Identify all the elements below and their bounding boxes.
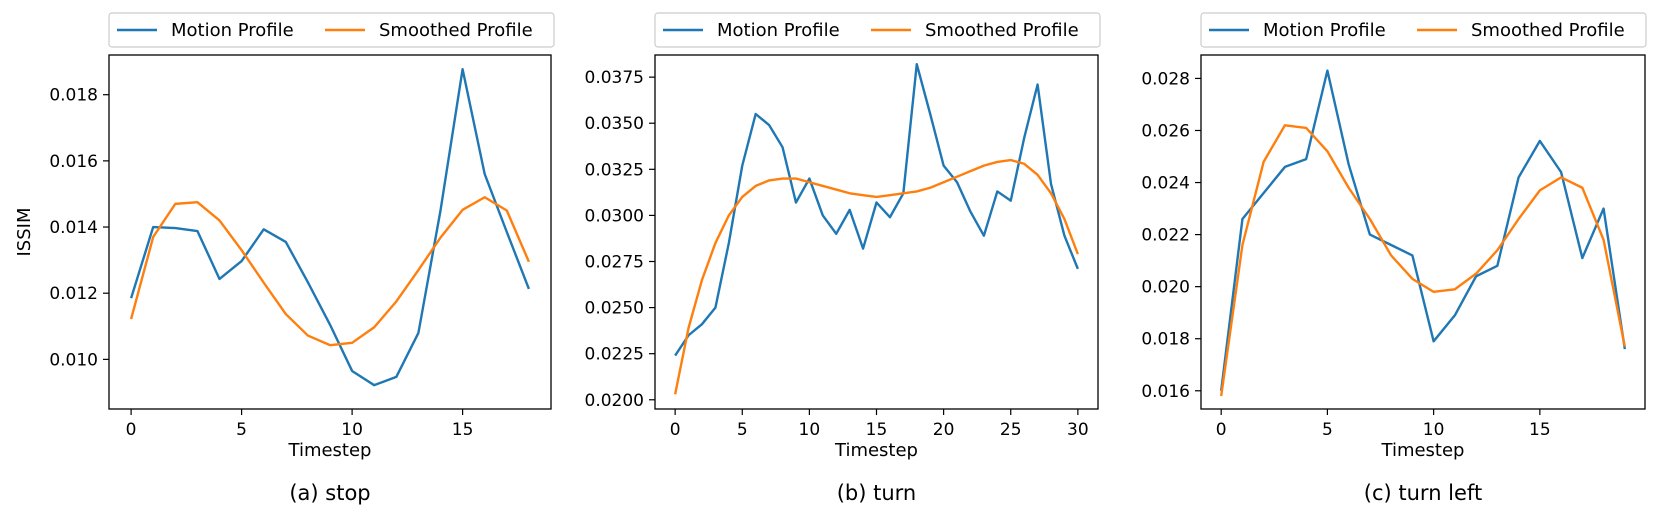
legend-label-smoothed-profile: Smoothed Profile xyxy=(379,20,533,41)
x-tick-label: 20 xyxy=(933,420,955,440)
series-line-motion-profile xyxy=(129,68,531,387)
legend-label-motion-profile: Motion Profile xyxy=(717,20,840,41)
legend: Motion Profile Smoothed Profile xyxy=(1200,12,1647,48)
x-tick-label: 15 xyxy=(1529,420,1551,440)
y-tick-label: 0.0300 xyxy=(585,206,644,226)
y-tick-label: 0.0250 xyxy=(585,299,644,319)
x-tick-label: 5 xyxy=(1322,420,1333,440)
x-tick-label: 5 xyxy=(236,420,247,440)
x-tick-label: 10 xyxy=(341,420,363,440)
y-tick-label: 0.016 xyxy=(49,152,98,172)
axes-frame xyxy=(1200,54,1646,410)
x-tick-label: 25 xyxy=(1000,420,1022,440)
x-tick-label: 15 xyxy=(866,420,888,440)
x-tick-label: 30 xyxy=(1067,420,1089,440)
legend: Motion Profile Smoothed Profile xyxy=(654,12,1101,48)
x-axis-title: Timestep xyxy=(288,440,372,461)
subplot-caption: (b) turn xyxy=(837,481,917,505)
chart-panel-1: 0 5 10 15 0.010 0.012 0.014 0.016 0.018 Timestep I… xyxy=(14,12,555,505)
plot-area xyxy=(109,55,551,409)
series-line-smoothed-profile xyxy=(129,196,531,347)
x-tick-label: 0 xyxy=(670,420,681,440)
subplot-caption: (a) stop xyxy=(289,481,370,505)
series-line-smoothed-profile xyxy=(1219,124,1626,397)
series-line-motion-profile xyxy=(1219,69,1627,391)
x-tick-label: 15 xyxy=(452,420,474,440)
y-tick-label: 0.0225 xyxy=(585,345,644,365)
y-tick-label: 0.0325 xyxy=(585,160,644,180)
legend: Motion Profile Smoothed Profile xyxy=(108,12,555,48)
y-tick-label: 0.0375 xyxy=(585,68,644,88)
chart-panel-3: 0 5 10 15 0.016 0.018 0.020 0.022 0.024 0.026 0.02… xyxy=(1141,12,1647,505)
y-tick-label: 0.018 xyxy=(1141,330,1190,350)
y-tick-label: 0.0350 xyxy=(585,114,644,134)
y-tick-label: 0.012 xyxy=(49,284,98,304)
plot-area xyxy=(1201,55,1645,409)
subplot-caption: (c) turn left xyxy=(1364,481,1482,505)
y-tick-label: 0.0200 xyxy=(585,391,644,411)
x-tick-label: 10 xyxy=(799,420,821,440)
legend-label-smoothed-profile: Smoothed Profile xyxy=(1471,20,1625,41)
series-line-smoothed-profile xyxy=(673,158,1079,395)
y-tick-label: 0.014 xyxy=(49,218,98,238)
x-axis-title: Timestep xyxy=(1381,440,1465,461)
y-tick-label: 0.026 xyxy=(1141,121,1190,141)
legend-label-smoothed-profile: Smoothed Profile xyxy=(925,20,1079,41)
legend-label-motion-profile: Motion Profile xyxy=(1263,20,1386,41)
x-axis-title: Timestep xyxy=(834,440,918,461)
x-tick-label: 0 xyxy=(1216,420,1227,440)
y-tick-label: 0.010 xyxy=(49,350,98,370)
chart-panel-2: 0 5 10 15 20 25 30 0.0200 0.0225 0.0250 0.0275 0.03… xyxy=(585,12,1101,505)
y-tick-label: 0.024 xyxy=(1141,174,1190,194)
x-tick-label: 0 xyxy=(126,420,137,440)
y-tick-label: 0.018 xyxy=(49,86,98,106)
series-line-motion-profile xyxy=(674,63,1079,357)
x-tick-label: 5 xyxy=(737,420,748,440)
y-tick-label: 0.0275 xyxy=(585,253,644,273)
legend-label-motion-profile: Motion Profile xyxy=(171,20,294,41)
y-tick-label: 0.022 xyxy=(1141,226,1190,246)
plot-area xyxy=(655,55,1098,409)
axes-frame xyxy=(108,54,552,410)
y-tick-label: 0.028 xyxy=(1141,69,1190,89)
y-tick-label: 0.016 xyxy=(1141,382,1190,402)
x-tick-label: 10 xyxy=(1423,420,1445,440)
y-tick-label: 0.020 xyxy=(1141,278,1190,298)
y-axis-title: ISSIM xyxy=(14,208,35,257)
